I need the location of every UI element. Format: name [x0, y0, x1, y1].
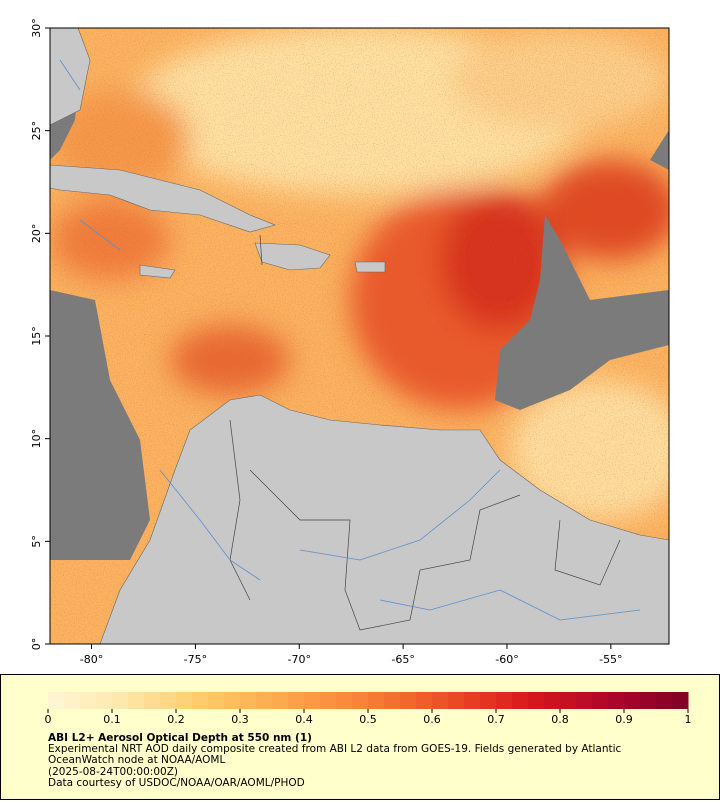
y-tick-label: 15°: [30, 326, 43, 346]
colorbar-swatch: [400, 692, 417, 709]
colorbar-swatch: [416, 692, 433, 709]
colorbar-swatch: [656, 692, 673, 709]
colorbar-swatch: [448, 692, 465, 709]
x-tick-label: -60°: [495, 653, 518, 666]
y-tick-label: 30°: [30, 18, 43, 38]
colorbar-swatch: [304, 692, 321, 709]
colorbar-swatch: [96, 692, 113, 709]
colorbar: 0 0.1 0.2 0.3 0.4 0.5 0.6 0.7 0.8 0.9 1: [45, 692, 692, 726]
colorbar-swatch: [320, 692, 337, 709]
colorbar-tick-label: 0.3: [231, 713, 249, 726]
y-tick-label: 10°: [30, 429, 43, 449]
colorbar-swatch: [624, 692, 641, 709]
x-tick-label: -55°: [599, 653, 622, 666]
y-tick-label: 20°: [30, 224, 43, 244]
y-tick-label: 5°: [30, 535, 43, 548]
colorbar-swatch: [176, 692, 193, 709]
colorbar-swatch: [352, 692, 369, 709]
colorbar-swatch: [144, 692, 161, 709]
caption-line: Data courtesy of USDOC/NOAA/OAR/AOML/PHO…: [48, 777, 305, 789]
axes: -80° -75° -70° -65° -60° -55° 0° 5° 10° 15° 20° 25°…: [30, 18, 623, 666]
colorbar-swatch: [432, 692, 449, 709]
colorbar-swatch: [544, 692, 561, 709]
colorbar-swatch: [368, 692, 385, 709]
caption-line: OceanWatch node at NOAA/AOML: [48, 754, 225, 766]
colorbar-swatch: [640, 692, 657, 709]
colorbar-tick-label: 0.4: [295, 713, 313, 726]
colorbar-swatch: [240, 692, 257, 709]
colorbar-swatch: [672, 692, 689, 709]
colorbar-tick-label: 0.8: [551, 713, 569, 726]
caption-line: (2025-08-24T00:00:00Z): [48, 766, 178, 778]
colorbar-swatch: [224, 692, 241, 709]
colorbar-swatch: [288, 692, 305, 709]
colorbar-swatch: [112, 692, 129, 709]
colorbar-swatch: [528, 692, 545, 709]
colorbar-tick-label: 0: [45, 713, 52, 726]
colorbar-swatch: [64, 692, 81, 709]
x-tick-label: -65°: [391, 653, 414, 666]
x-tick-label: -75°: [184, 653, 207, 666]
colorbar-swatch: [560, 692, 577, 709]
colorbar-swatch: [384, 692, 401, 709]
colorbar-swatch: [272, 692, 289, 709]
map-image: [50, 28, 669, 644]
colorbar-tick-label: 0.1: [103, 713, 121, 726]
x-tick-label: -80°: [80, 653, 103, 666]
y-tick-label: 25°: [30, 121, 43, 141]
caption-line: Experimental NRT AOD daily composite cre…: [48, 743, 622, 755]
colorbar-tick-label: 1: [685, 713, 692, 726]
colorbar-swatch: [576, 692, 593, 709]
colorbar-swatch: [48, 692, 65, 709]
colorbar-tick-label: 0.7: [487, 713, 505, 726]
x-tick-label: -70°: [288, 653, 311, 666]
colorbar-swatch: [480, 692, 497, 709]
colorbar-swatch: [464, 692, 481, 709]
colorbar-swatch: [608, 692, 625, 709]
colorbar-swatch: [256, 692, 273, 709]
colorbar-swatch: [80, 692, 97, 709]
colorbar-swatch: [496, 692, 513, 709]
colorbar-swatch: [128, 692, 145, 709]
colorbar-swatch: [208, 692, 225, 709]
colorbar-tick-label: 0.6: [423, 713, 441, 726]
colorbar-tick-label: 0.9: [615, 713, 633, 726]
colorbar-swatch: [592, 692, 609, 709]
colorbar-swatch: [192, 692, 209, 709]
colorbar-swatch: [160, 692, 177, 709]
colorbar-tick-label: 0.2: [167, 713, 185, 726]
caption-title: ABI L2+ Aerosol Optical Depth at 550 nm …: [48, 732, 312, 744]
y-tick-label: 0°: [30, 638, 43, 651]
colorbar-tick-label: 0.5: [359, 713, 377, 726]
colorbar-swatch: [512, 692, 529, 709]
colorbar-swatch: [336, 692, 353, 709]
